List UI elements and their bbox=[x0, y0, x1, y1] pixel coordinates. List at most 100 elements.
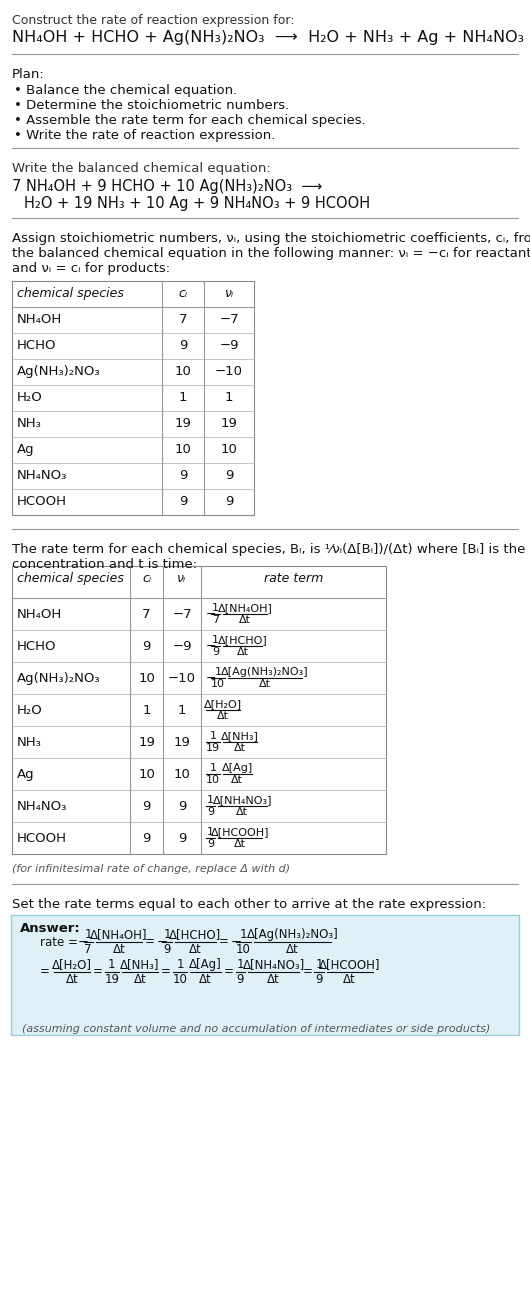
Text: 1: 1 bbox=[209, 763, 216, 773]
Bar bbox=[12, 565, 386, 854]
Text: =: = bbox=[145, 936, 155, 949]
Text: Δ[Ag]: Δ[Ag] bbox=[222, 763, 253, 773]
Text: Δt: Δt bbox=[236, 807, 248, 817]
Text: =: = bbox=[219, 936, 228, 949]
Text: 9: 9 bbox=[315, 973, 323, 986]
Text: HCOOH: HCOOH bbox=[17, 832, 67, 845]
Text: Δ[NH₄OH]: Δ[NH₄OH] bbox=[90, 928, 148, 941]
Text: cᵢ: cᵢ bbox=[179, 287, 188, 300]
Text: Δt: Δt bbox=[236, 647, 249, 657]
Text: the balanced chemical equation in the following manner: νᵢ = −cᵢ for reactants: the balanced chemical equation in the fo… bbox=[12, 247, 530, 260]
Text: 19: 19 bbox=[138, 736, 155, 749]
Text: Δ[H₂O]: Δ[H₂O] bbox=[52, 958, 92, 970]
Text: 10: 10 bbox=[138, 769, 155, 782]
Text: 10: 10 bbox=[174, 443, 191, 455]
Text: 9: 9 bbox=[178, 832, 186, 845]
Text: 9: 9 bbox=[225, 468, 233, 481]
Text: 9: 9 bbox=[207, 807, 214, 817]
Text: =: = bbox=[161, 965, 171, 978]
Text: 10: 10 bbox=[138, 672, 155, 685]
Text: Δ[NH₃]: Δ[NH₃] bbox=[120, 958, 160, 970]
Text: =: = bbox=[303, 965, 312, 978]
Text: Δt: Δt bbox=[267, 973, 280, 986]
Text: Ag: Ag bbox=[17, 443, 34, 455]
Text: 1: 1 bbox=[225, 391, 233, 404]
Text: 9: 9 bbox=[163, 943, 171, 956]
Text: Δt: Δt bbox=[234, 743, 246, 753]
Text: Δ[NH₄OH]: Δ[NH₄OH] bbox=[217, 603, 272, 613]
Text: Δt: Δt bbox=[189, 943, 201, 956]
Text: −7: −7 bbox=[219, 313, 239, 326]
Text: Construct the rate of reaction expression for:: Construct the rate of reaction expressio… bbox=[12, 14, 295, 27]
Text: • Determine the stoichiometric numbers.: • Determine the stoichiometric numbers. bbox=[14, 100, 289, 113]
Text: Δt: Δt bbox=[343, 973, 356, 986]
Text: rate term: rate term bbox=[264, 572, 323, 585]
Text: 10: 10 bbox=[174, 365, 191, 378]
Text: Δt: Δt bbox=[231, 775, 243, 785]
Text: 19: 19 bbox=[173, 736, 190, 749]
Text: 9: 9 bbox=[225, 496, 233, 509]
Text: 1: 1 bbox=[315, 958, 323, 970]
Text: 10: 10 bbox=[236, 943, 251, 956]
Text: −10: −10 bbox=[215, 365, 243, 378]
Text: (for infinitesimal rate of change, replace Δ with d): (for infinitesimal rate of change, repla… bbox=[12, 864, 290, 873]
Text: HCOOH: HCOOH bbox=[17, 496, 67, 509]
Text: • Write the rate of reaction expression.: • Write the rate of reaction expression. bbox=[14, 129, 276, 142]
Text: Δ[HCHO]: Δ[HCHO] bbox=[169, 928, 222, 941]
Text: νᵢ: νᵢ bbox=[224, 287, 234, 300]
Text: Δ[Ag]: Δ[Ag] bbox=[189, 958, 222, 970]
Text: −9: −9 bbox=[219, 339, 238, 352]
Text: cᵢ: cᵢ bbox=[142, 572, 151, 585]
Text: NH₄OH + HCHO + Ag(NH₃)₂NO₃  ⟶  H₂O + NH₃ + Ag + NH₄NO₃ + HCOOH: NH₄OH + HCHO + Ag(NH₃)₂NO₃ ⟶ H₂O + NH₃ +… bbox=[12, 30, 530, 45]
Text: −: − bbox=[206, 607, 216, 621]
Text: 7: 7 bbox=[84, 943, 92, 956]
Text: 9: 9 bbox=[212, 647, 219, 657]
Text: Ag: Ag bbox=[17, 769, 34, 782]
Text: 1: 1 bbox=[178, 704, 186, 717]
Text: −7: −7 bbox=[172, 608, 192, 621]
Text: 1: 1 bbox=[240, 928, 247, 941]
Text: −10: −10 bbox=[168, 672, 196, 685]
Text: 1: 1 bbox=[142, 704, 151, 717]
Text: Δ[Ag(NH₃)₂NO₃]: Δ[Ag(NH₃)₂NO₃] bbox=[221, 666, 308, 677]
Text: Ag(NH₃)₂NO₃: Ag(NH₃)₂NO₃ bbox=[17, 672, 101, 685]
Text: −: − bbox=[206, 639, 216, 652]
Text: Set the rate terms equal to each other to arrive at the rate expression:: Set the rate terms equal to each other t… bbox=[12, 898, 486, 911]
Text: 10: 10 bbox=[220, 443, 237, 455]
Text: 7: 7 bbox=[142, 608, 151, 621]
Text: HCHO: HCHO bbox=[17, 641, 57, 653]
Text: H₂O: H₂O bbox=[17, 391, 43, 404]
Text: Δt: Δt bbox=[217, 710, 229, 721]
Text: 1: 1 bbox=[236, 958, 244, 970]
Text: chemical species: chemical species bbox=[17, 572, 124, 585]
Text: Δ[NH₄NO₃]: Δ[NH₄NO₃] bbox=[243, 958, 305, 970]
Text: 9: 9 bbox=[207, 839, 214, 849]
Text: Answer:: Answer: bbox=[20, 923, 81, 936]
Text: Δ[HCOOH]: Δ[HCOOH] bbox=[319, 958, 381, 970]
Text: Δ[NH₃]: Δ[NH₃] bbox=[221, 731, 259, 741]
Text: Δt: Δt bbox=[259, 679, 271, 688]
Bar bbox=[12, 281, 254, 515]
Text: 1: 1 bbox=[163, 928, 171, 941]
Text: =: = bbox=[93, 965, 102, 978]
Text: 1: 1 bbox=[84, 928, 92, 941]
Text: NH₃: NH₃ bbox=[17, 417, 42, 430]
Text: 1: 1 bbox=[207, 827, 214, 837]
Text: 19: 19 bbox=[174, 417, 191, 430]
Text: −9: −9 bbox=[172, 641, 192, 653]
Text: H₂O + 19 NH₃ + 10 Ag + 9 NH₄NO₃ + 9 HCOOH: H₂O + 19 NH₃ + 10 Ag + 9 NH₄NO₃ + 9 HCOO… bbox=[24, 195, 370, 211]
Text: Δt: Δt bbox=[199, 973, 212, 986]
Text: Δt: Δt bbox=[239, 615, 251, 625]
Text: −: − bbox=[231, 936, 242, 949]
Text: =: = bbox=[40, 965, 50, 978]
Text: NH₄NO₃: NH₄NO₃ bbox=[17, 468, 67, 481]
Text: 9: 9 bbox=[236, 973, 244, 986]
Text: 1: 1 bbox=[176, 958, 184, 970]
Text: • Balance the chemical equation.: • Balance the chemical equation. bbox=[14, 84, 237, 97]
Text: 10: 10 bbox=[173, 769, 190, 782]
Text: −: − bbox=[157, 936, 168, 949]
Text: Δt: Δt bbox=[286, 943, 299, 956]
Text: NH₄NO₃: NH₄NO₃ bbox=[17, 800, 67, 813]
Text: 1: 1 bbox=[207, 795, 214, 805]
Text: 1: 1 bbox=[215, 666, 222, 677]
